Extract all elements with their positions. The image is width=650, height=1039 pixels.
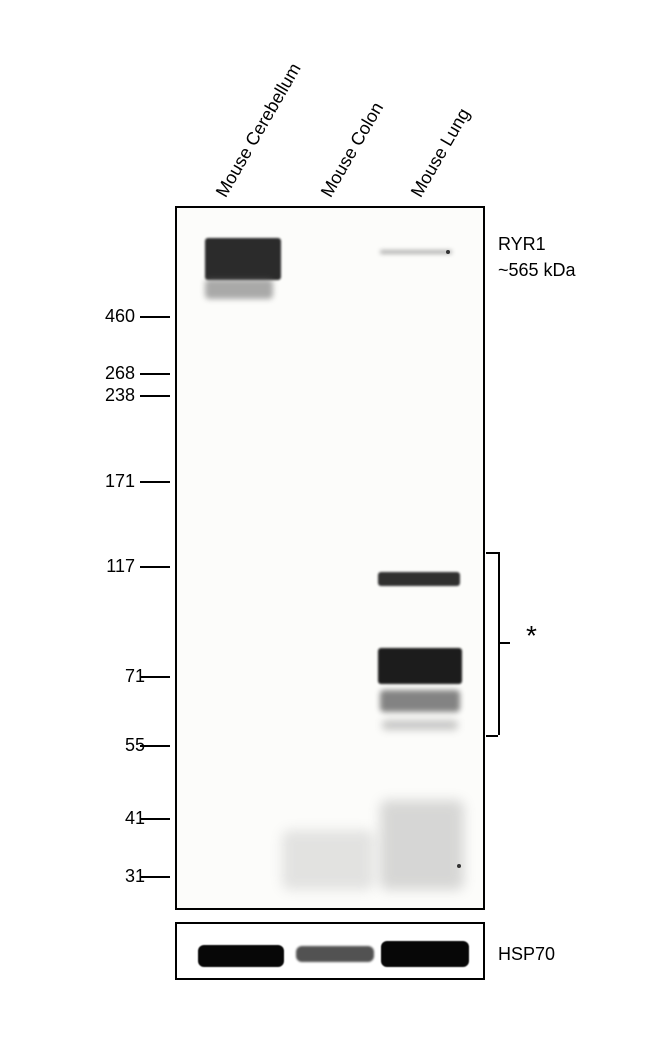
mw-marker-label: 117: [85, 556, 135, 577]
mw-marker-label: 71: [95, 666, 145, 687]
mw-marker-label: 238: [85, 385, 135, 406]
western-blot-main: [175, 206, 485, 910]
lane-label: Mouse Cerebellum: [212, 60, 306, 201]
lane-label: Mouse Colon: [317, 99, 388, 201]
western-blot-hsp70: [175, 922, 485, 980]
mw-marker-label: 171: [85, 471, 135, 492]
mw-marker-tick: [140, 373, 170, 375]
bracket-top-tick: [486, 552, 498, 554]
mw-marker-label: 55: [95, 735, 145, 756]
mw-marker-tick: [140, 745, 170, 747]
mw-marker-tick: [140, 818, 170, 820]
target-mw-label: ~565 kDa: [498, 260, 576, 281]
mw-marker-label: 41: [95, 808, 145, 829]
mw-marker-tick: [140, 395, 170, 397]
nonspecific-band-asterisk: *: [526, 620, 537, 652]
lane-label: Mouse Lung: [407, 105, 475, 201]
mw-marker-tick: [140, 876, 170, 878]
mw-marker-tick: [140, 566, 170, 568]
bracket-mid-tick: [498, 642, 510, 644]
mw-marker-tick: [140, 676, 170, 678]
target-protein-label: RYR1: [498, 234, 546, 255]
mw-marker-label: 31: [95, 866, 145, 887]
mw-marker-tick: [140, 481, 170, 483]
mw-marker-tick: [140, 316, 170, 318]
loading-control-label: HSP70: [498, 944, 555, 965]
mw-marker-label: 268: [85, 363, 135, 384]
bracket-bottom-tick: [486, 735, 498, 737]
mw-marker-label: 460: [85, 306, 135, 327]
